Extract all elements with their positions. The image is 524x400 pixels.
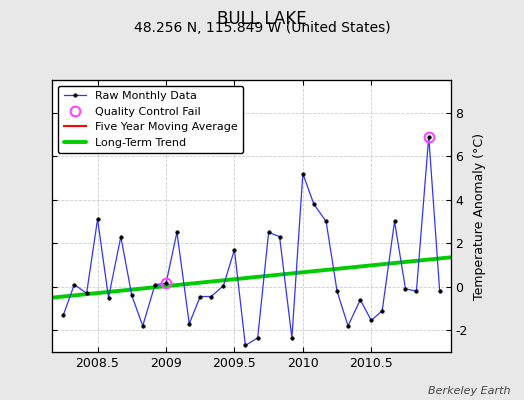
Raw Monthly Data xyxy=(83,291,90,296)
Raw Monthly Data xyxy=(197,294,203,299)
Raw Monthly Data xyxy=(311,202,317,206)
Raw Monthly Data xyxy=(436,289,443,294)
Raw Monthly Data xyxy=(323,219,329,224)
Raw Monthly Data xyxy=(300,171,306,176)
Raw Monthly Data xyxy=(208,294,214,299)
Raw Monthly Data xyxy=(220,283,226,288)
Raw Monthly Data xyxy=(368,318,375,323)
Line: Quality Control Fail: Quality Control Fail xyxy=(161,132,433,288)
Raw Monthly Data xyxy=(186,321,192,326)
Quality Control Fail xyxy=(163,281,169,286)
Raw Monthly Data xyxy=(413,289,420,294)
Raw Monthly Data xyxy=(266,230,272,235)
Raw Monthly Data xyxy=(128,293,135,298)
Line: Raw Monthly Data: Raw Monthly Data xyxy=(62,135,441,347)
Raw Monthly Data xyxy=(379,308,385,313)
Raw Monthly Data xyxy=(255,336,261,340)
Raw Monthly Data xyxy=(391,219,398,224)
Raw Monthly Data xyxy=(118,234,124,239)
Raw Monthly Data xyxy=(231,247,237,252)
Raw Monthly Data xyxy=(357,297,364,302)
Text: Berkeley Earth: Berkeley Earth xyxy=(429,386,511,396)
Legend: Raw Monthly Data, Quality Control Fail, Five Year Moving Average, Long-Term Tren: Raw Monthly Data, Quality Control Fail, … xyxy=(58,86,243,153)
Raw Monthly Data xyxy=(277,234,283,239)
Raw Monthly Data xyxy=(60,313,67,318)
Raw Monthly Data xyxy=(425,134,432,139)
Raw Monthly Data xyxy=(242,343,248,348)
Raw Monthly Data xyxy=(174,230,180,235)
Raw Monthly Data xyxy=(402,286,409,291)
Raw Monthly Data xyxy=(94,217,101,222)
Text: 48.256 N, 115.849 W (United States): 48.256 N, 115.849 W (United States) xyxy=(134,21,390,35)
Raw Monthly Data xyxy=(71,282,78,287)
Quality Control Fail xyxy=(425,134,432,139)
Raw Monthly Data xyxy=(139,324,146,328)
Raw Monthly Data xyxy=(163,281,169,286)
Raw Monthly Data xyxy=(289,336,295,340)
Raw Monthly Data xyxy=(105,295,112,300)
Y-axis label: Temperature Anomaly (°C): Temperature Anomaly (°C) xyxy=(473,132,486,300)
Text: BULL LAKE: BULL LAKE xyxy=(217,10,307,28)
Raw Monthly Data xyxy=(152,282,158,287)
Raw Monthly Data xyxy=(334,289,340,294)
Raw Monthly Data xyxy=(345,324,351,328)
